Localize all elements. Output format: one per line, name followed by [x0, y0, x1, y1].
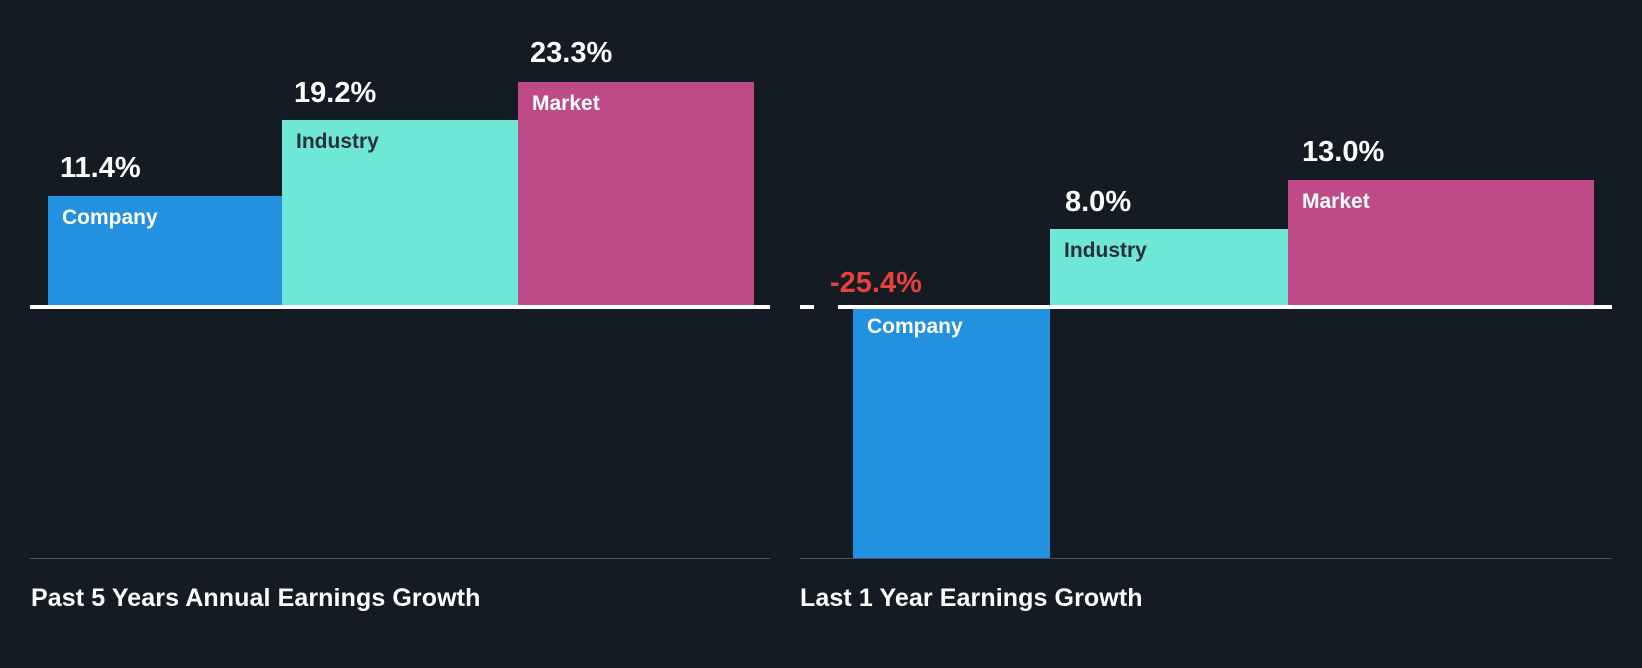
bar-value-market-last-1-year: 13.0%: [1302, 136, 1385, 168]
zero-axis-line-past-5-years: [30, 305, 770, 309]
chart-panel-past-5-years: Company 11.4% Industry 19.2% Market 23.3…: [0, 0, 800, 668]
bar-value-industry-past-5-years: 19.2%: [294, 77, 377, 109]
bar-label-industry-last-1-year: Industry: [1064, 239, 1147, 262]
plot-area-last-1-year: Company -25.4% Industry 8.0% Market 13.0…: [800, 0, 1642, 560]
bar-value-last-1-year-industry: 8.0%: [1065, 186, 1132, 218]
bar-market-past-5-years[interactable]: Market: [518, 82, 754, 308]
bar-value-market-past-5-years: 23.3%: [530, 37, 613, 69]
caption-divider-past-5-years: [30, 558, 770, 559]
bar-company-last-1-year[interactable]: Company: [853, 305, 1050, 558]
caption-past-5-years: Past 5 Years Annual Earnings Growth: [31, 584, 481, 612]
plot-area-past-5-years: Company 11.4% Industry 19.2% Market 23.3…: [0, 0, 800, 560]
zero-axis-tick-last-1-year: [800, 305, 814, 309]
bar-value-company-last-1-year: -25.4%: [830, 267, 922, 299]
bar-value-company-past-5-years: 11.4%: [60, 152, 141, 184]
bar-label-company-past-5-years: Company: [62, 206, 158, 229]
caption-last-1-year: Last 1 Year Earnings Growth: [800, 584, 1143, 612]
bar-industry-last-1-year[interactable]: Industry: [1050, 229, 1288, 305]
zero-axis-line-last-1-year: [838, 305, 1612, 309]
caption-divider-last-1-year: [800, 558, 1612, 559]
bar-market-last-1-year[interactable]: Market: [1288, 180, 1594, 305]
bar-label-market-past-5-years: Market: [532, 92, 600, 115]
bar-label-industry-past-5-years: Industry: [296, 130, 379, 153]
bar-company-past-5-years[interactable]: Company: [48, 196, 282, 308]
bar-label-market-last-1-year: Market: [1302, 190, 1370, 213]
chart-panel-last-1-year: Company -25.4% Industry 8.0% Market 13.0…: [800, 0, 1642, 668]
bar-label-company-last-1-year: Company: [867, 315, 963, 338]
bar-industry-past-5-years[interactable]: Industry: [282, 120, 518, 308]
